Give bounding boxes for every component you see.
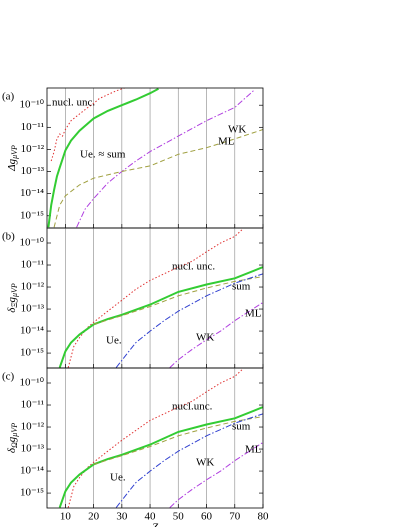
series-line: [93, 416, 263, 465]
series-label: nucl.unc.: [172, 401, 213, 413]
y-tick-label: 10⁻¹⁴: [20, 325, 44, 337]
y-axis-label-part: g: [6, 297, 18, 303]
series-label: WK: [196, 457, 214, 469]
y-axis-label: δΩgμVP: [6, 423, 19, 453]
y-tick-label: 10⁻¹⁵: [20, 209, 44, 221]
series-label: Ue.: [106, 335, 122, 347]
y-tick-label: 10⁻¹⁰: [19, 237, 44, 249]
y-axis-label-part: δ: [6, 447, 18, 453]
y-axis-label-part: g: [6, 436, 18, 442]
x-tick-label: 40: [145, 511, 157, 523]
series-label: ML: [218, 136, 235, 148]
series-label: nucl. unc.: [172, 261, 215, 273]
x-tick-label: 10: [60, 511, 72, 523]
frame: [46, 227, 264, 369]
plot-area: [58, 368, 263, 508]
y-axis-label: δΞgμVP: [6, 283, 19, 313]
series-line: [47, 88, 159, 228]
y-axis-label-sub: μVP: [10, 283, 19, 298]
frame: [46, 367, 264, 509]
x-axis-label: Z: [152, 522, 159, 527]
series-label: nucl. unc.: [52, 97, 95, 109]
panel-label: (a): [2, 91, 15, 103]
x-tick-label: 60: [201, 511, 213, 523]
x-tick-label: 20: [88, 511, 100, 523]
y-tick-label: 10⁻¹⁴: [20, 465, 44, 477]
series-line: [93, 276, 263, 325]
series-line: [169, 301, 263, 368]
y-axis-label-sub: Ξ: [10, 302, 19, 308]
panel-label: (b): [2, 231, 15, 243]
x-tick-label: 80: [258, 511, 270, 523]
series-label: sum: [232, 281, 251, 293]
y-tick-label: 10⁻¹¹: [21, 399, 44, 411]
series-line: [67, 368, 244, 508]
x-tick-label: 30: [116, 511, 128, 523]
panel-label: (c): [2, 371, 15, 383]
y-tick-label: 10⁻¹¹: [21, 259, 44, 271]
x-tick-label: 70: [229, 511, 241, 523]
series-label: ML: [245, 444, 262, 456]
y-axis-label-part: δ: [6, 307, 18, 313]
y-axis-label-sub: μVP: [10, 423, 19, 438]
y-tick-label: 10⁻¹⁰: [19, 99, 44, 111]
y-tick-label: 10⁻¹⁵: [20, 347, 44, 359]
y-tick-label: 10⁻¹⁵: [20, 487, 44, 499]
y-tick-label: 10⁻¹³: [21, 303, 45, 315]
y-tick-label: 10⁻¹¹: [21, 121, 44, 133]
plot-area: [58, 228, 263, 368]
y-axis-label: ΔgμVP: [6, 145, 19, 172]
series-line: [58, 406, 263, 508]
y-axis-label-sub: Ω: [10, 442, 19, 448]
series-line: [58, 266, 263, 368]
y-tick-label: 10⁻¹³: [21, 165, 45, 177]
series-label: Ue. ≈ sum: [80, 149, 126, 161]
y-axis-label-part: Δg: [6, 158, 18, 171]
series-label: Ue.: [110, 472, 126, 484]
y-tick-label: 10⁻¹²: [21, 421, 45, 433]
y-tick-label: 10⁻¹³: [21, 443, 45, 455]
series-line: [67, 228, 244, 368]
y-tick-label: 10⁻¹²: [21, 281, 45, 293]
y-tick-label: 10⁻¹⁴: [20, 187, 44, 199]
series-label: WK: [228, 124, 246, 136]
x-tick-label: 50: [173, 511, 185, 523]
plot-area: [47, 88, 263, 228]
series-label: ML: [245, 308, 262, 320]
series-line: [53, 129, 263, 228]
y-tick-label: 10⁻¹²: [21, 143, 45, 155]
series-line: [169, 441, 263, 508]
y-tick-label: 10⁻¹⁰: [19, 377, 44, 389]
series-label: WK: [196, 332, 214, 344]
series-label: sum: [232, 421, 251, 433]
y-axis-label-sub: μVP: [10, 145, 19, 160]
